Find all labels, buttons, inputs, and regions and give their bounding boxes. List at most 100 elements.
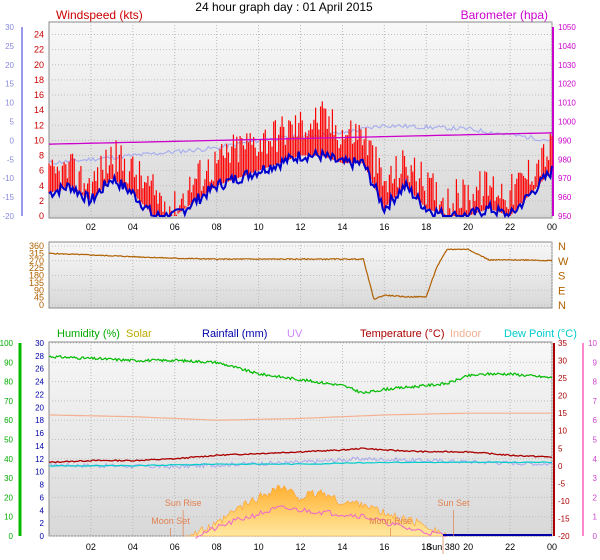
direction-y-half-tick-label: 225 [29, 263, 44, 273]
rain-y-tick-label: 20 [35, 403, 44, 412]
wind-x-tick-label: 06 [170, 222, 180, 232]
outer-y-tick-label: 30 [5, 23, 14, 32]
wind-x-tick-label: 12 [295, 222, 305, 232]
baro-y-tick-label: 990 [558, 136, 572, 145]
wind-y-tick-label: 14 [34, 105, 44, 115]
temp-x-tick-label: 04 [128, 542, 138, 552]
compass-label: S [558, 271, 565, 283]
legend-dew-point: Dew Point (°C) [504, 328, 577, 340]
uv-y-tick-label: 0 [593, 532, 598, 541]
uv-y-tick-label: 2 [593, 493, 598, 502]
wind-blue-series [48, 147, 553, 219]
wind-x-tick-label: 16 [379, 222, 389, 232]
humidity-y-tick-label: 80 [4, 378, 13, 387]
temp-y-tick-label: -10 [558, 497, 570, 506]
humidity-y-tick-label: 70 [4, 397, 13, 406]
outer-y-tick-label: 25 [5, 42, 14, 51]
outer-y-tick-label: -15 [2, 193, 14, 202]
wind-y-tick-label: 16 [34, 90, 44, 100]
humidity-y-tick-label: 60 [4, 416, 13, 425]
legend-temperature: Temperature (°C) [360, 328, 444, 340]
baro-y-tick-label: 1020 [558, 80, 576, 89]
temp-x-tick-label: 16 [379, 542, 389, 552]
wind-x-tick-label: 02 [86, 222, 96, 232]
rain-y-tick-label: 8 [40, 481, 45, 490]
rain-y-tick-label: 18 [35, 416, 44, 425]
rain-y-tick-label: 26 [35, 365, 44, 374]
legend-humidity: Humidity (%) [57, 328, 120, 340]
humidity-y-tick-label: 30 [4, 474, 13, 483]
temp-y-tick-label: -15 [558, 514, 570, 523]
rain-y-tick-label: 10 [35, 468, 44, 477]
temp-x-tick-label: 18 [421, 542, 431, 552]
wind-y-tick-label: 10 [34, 135, 44, 145]
uv-y-tick-label: 5 [593, 436, 598, 445]
wind-x-tick-label: 10 [254, 222, 264, 232]
rain-y-tick-label: 14 [35, 442, 44, 451]
rain-y-tick-label: 24 [35, 378, 44, 387]
direction-y-tick-label: 0 [39, 300, 44, 310]
temp-y-tick-label: 10 [558, 427, 567, 436]
baro-y-tick-label: 1050 [558, 23, 576, 32]
chart-title: 24 hour graph day : 01 April 2015 [195, 0, 373, 14]
temperature-series [48, 447, 553, 464]
windspeed-label: Windspeed (kts) [56, 8, 143, 22]
outer-y-tick-label: -10 [2, 174, 14, 183]
dew-point-series [48, 461, 553, 467]
temp-x-tick-label: 00 [547, 542, 557, 552]
baro-y-tick-label: 980 [558, 155, 572, 164]
humidity-y-tick-label: 20 [4, 493, 13, 502]
grid-lines [49, 22, 553, 537]
humidity-y-tick-label: 0 [9, 532, 14, 541]
rain-y-tick-label: 30 [35, 339, 44, 348]
humidity-y-tick-label: 90 [4, 358, 13, 367]
wind-direction-series [48, 248, 553, 300]
chart-marks: Moon Set Sun Rise Moon Rise Sun Set Sun 380 [48, 101, 553, 554]
outer-y-tick-label: 15 [5, 80, 14, 89]
temp-y-tick-label: 0 [558, 462, 563, 471]
wind-x-tick-label: 04 [128, 222, 138, 232]
direction-y-tick-label: 90 [34, 285, 44, 295]
temp-y-tick-label: 5 [558, 444, 563, 453]
humidity-y-tick-label: 50 [4, 436, 13, 445]
wind-x-tick-label: 18 [421, 222, 431, 232]
direction-y-half-tick-label: 45 [34, 293, 44, 303]
annotation-label: Moon Rise [369, 516, 412, 526]
uv-y-tick-label: 1 [593, 513, 598, 522]
legend-indoor: Indoor [450, 328, 482, 340]
wind-y-tick-label: 0 [39, 211, 44, 221]
baro-y-tick-label: 960 [558, 193, 572, 202]
uv-y-tick-label: 8 [593, 378, 598, 387]
outer-y-tick-label: 5 [10, 118, 15, 127]
outer-y-tick-label: -20 [2, 212, 14, 221]
temp-x-tick-label: 02 [86, 542, 96, 552]
legend-uv: UV [287, 328, 303, 340]
annotation-label: Sun Set [437, 498, 470, 508]
direction-y-tick-label: 360 [29, 241, 44, 251]
direction-y-tick-label: 180 [29, 271, 44, 281]
outer-y-tick-label: 20 [5, 61, 14, 70]
temp-x-tick-label: 08 [212, 542, 222, 552]
humidity-y-tick-label: 40 [4, 455, 13, 464]
baro-y-tick-label: 1040 [558, 42, 576, 51]
rain-y-tick-label: 12 [35, 455, 44, 464]
wind-y-tick-label: 18 [34, 75, 44, 85]
legend-rainfall: Rainfall (mm) [202, 328, 267, 340]
wind-y-tick-label: 24 [34, 30, 44, 40]
temp-pale-series [48, 456, 553, 470]
uv-y-tick-label: 3 [593, 474, 598, 483]
wind-y-tick-label: 2 [39, 196, 44, 206]
wind-x-tick-label: 22 [505, 222, 515, 232]
wind-y-tick-label: 6 [39, 166, 44, 176]
compass-label: E [558, 285, 565, 297]
temp-x-tick-label: 20 [463, 542, 473, 552]
annotation-label: Sun 380 [426, 542, 460, 552]
rain-y-tick-label: 0 [40, 532, 45, 541]
outer-y-tick-label: -5 [7, 155, 15, 164]
outer-y-tick-label: 10 [5, 99, 14, 108]
rain-y-tick-label: 16 [35, 429, 44, 438]
baro-y-tick-label: 1000 [558, 118, 576, 127]
baro-y-tick-label: 1030 [558, 61, 576, 70]
